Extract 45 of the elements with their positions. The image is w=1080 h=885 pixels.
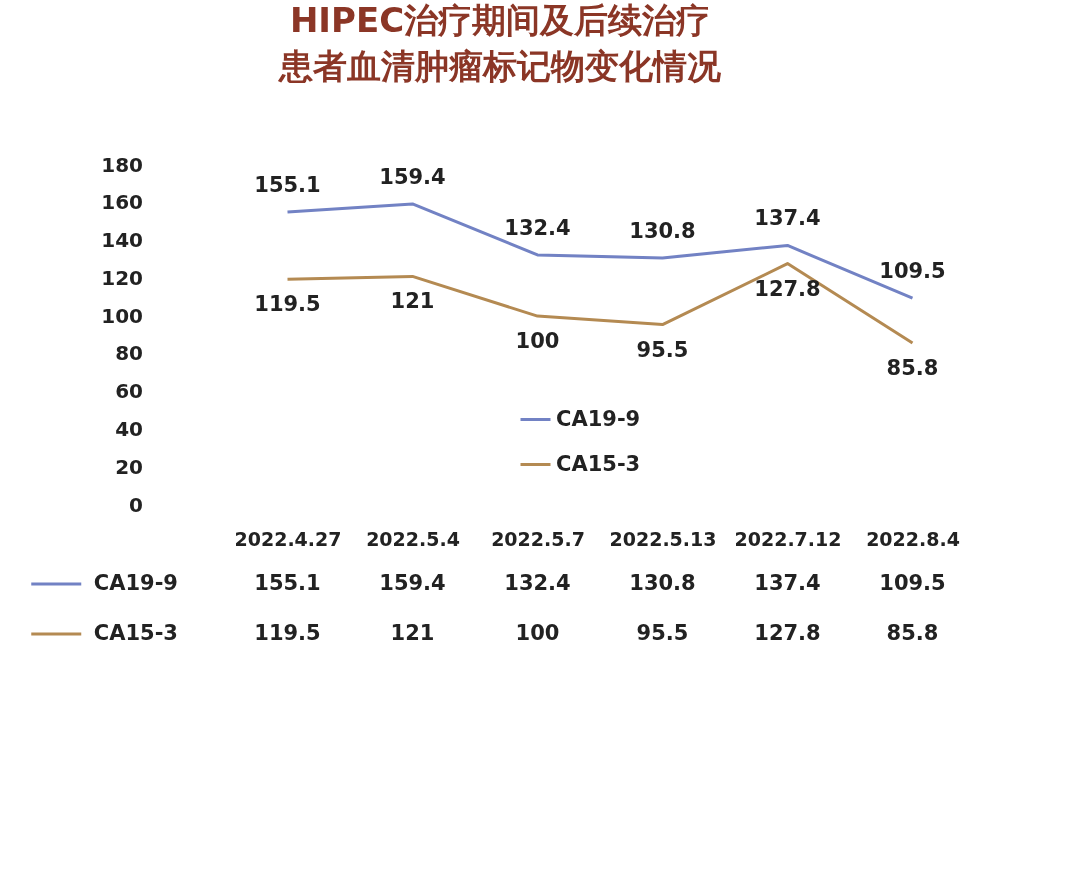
annotation: 109.5 (879, 259, 946, 284)
legend-label: CA19-9 (556, 406, 641, 431)
y-tick-label: 60 (115, 379, 143, 404)
x-tick-label: 2022.7.12 (734, 527, 842, 550)
data-label: 109.5 (879, 571, 946, 595)
x-tick-label: 2022.8.4 (866, 527, 960, 550)
data-label: 127.8 (754, 621, 821, 645)
annotation: 100 (515, 329, 560, 354)
data-label: 130.8 (629, 571, 696, 595)
y-tick-label: 180 (101, 152, 143, 177)
text: CA15-3 (93, 621, 178, 645)
y-tick-label: 160 (101, 190, 143, 215)
annotation: 130.8 (629, 218, 696, 243)
data-label: 159.4 (379, 571, 446, 595)
legend-label: CA15-3 (556, 451, 641, 476)
y-tick-label: 140 (101, 228, 143, 253)
data-label: 121 (390, 621, 435, 645)
data-label: 95.5 (636, 621, 689, 645)
data-label: 132.4 (504, 571, 571, 595)
data-label: 155.1 (254, 571, 321, 595)
data-label: 85.8 (886, 621, 939, 645)
y-tick-label: 0 (129, 492, 143, 517)
data-label: 119.5 (254, 621, 321, 645)
data-label: 137.4 (754, 571, 821, 595)
annotation: 85.8 (886, 355, 939, 380)
annotation: 155.1 (254, 173, 321, 198)
annotation: 119.5 (254, 292, 321, 317)
data-label: 100 (515, 621, 560, 645)
annotation: 137.4 (754, 206, 821, 231)
text: CA19-9 (93, 571, 178, 595)
annotation: 127.8 (754, 276, 821, 301)
y-tick-label: 120 (101, 265, 143, 290)
y-tick-label: 100 (101, 303, 143, 328)
x-tick-label: 2022.5.7 (491, 527, 585, 550)
annotation: 132.4 (504, 215, 571, 240)
annotation: 121 (390, 289, 435, 314)
annotation: 95.5 (636, 337, 689, 362)
y-tick-label: 80 (115, 341, 143, 366)
annotation: 159.4 (379, 164, 446, 189)
y-tick-label: 40 (115, 416, 143, 441)
x-tick-label: 2022.5.4 (366, 527, 460, 550)
y-tick-label: 20 (115, 454, 143, 479)
x-tick-label: 2022.4.27 (234, 527, 342, 550)
x-tick-label: 2022.5.13 (609, 527, 717, 550)
chart-title: HIPEC治疗期间及后续治疗患者血清肿瘤标记物变化情况 (277, 0, 722, 86)
